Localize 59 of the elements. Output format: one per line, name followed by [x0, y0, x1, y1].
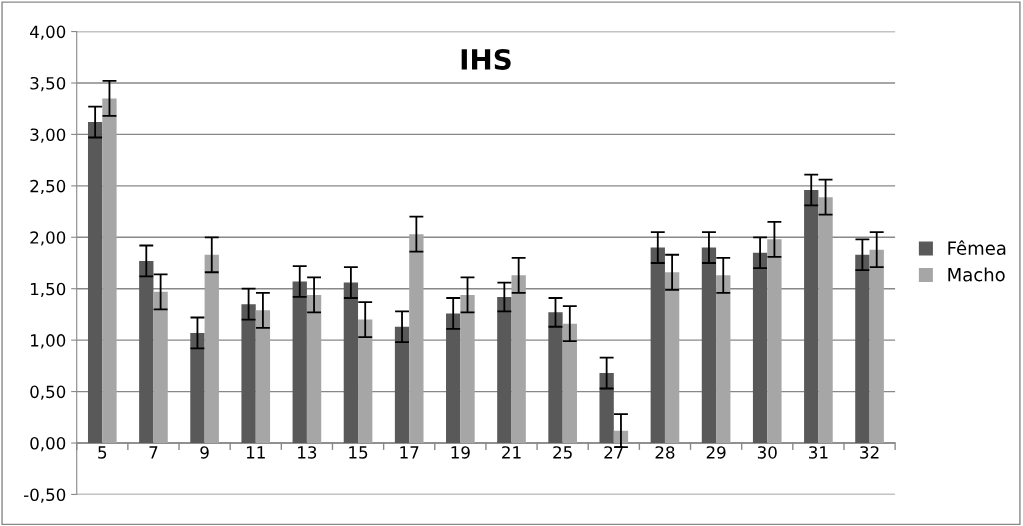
legend-label: Fêmea [948, 240, 1006, 255]
bar [752, 252, 768, 444]
bar [818, 197, 833, 444]
bar [241, 304, 256, 444]
y-tick-label: 0,00 [30, 436, 66, 452]
bar [306, 294, 322, 444]
bar [869, 249, 884, 444]
x-tick-label: 28 [655, 446, 675, 459]
y-tick-label: 4,00 [30, 25, 66, 40]
bar [650, 247, 665, 444]
x-tick-label: 25 [553, 446, 572, 459]
y-tick-label: 3,50 [30, 76, 66, 92]
y-tick-label: -0,50 [24, 488, 66, 503]
x-tick-label: 19 [451, 446, 470, 459]
text: IHS [461, 48, 511, 70]
x-tick-label: 13 [298, 446, 317, 459]
bar [548, 312, 563, 444]
bar [255, 310, 271, 444]
x-tick-label: 5 [98, 446, 107, 459]
bar [87, 122, 103, 444]
bar [153, 291, 168, 444]
x-tick-label: 15 [349, 446, 368, 459]
x-tick-label: 9 [200, 446, 209, 459]
x-tick-label: 32 [860, 446, 879, 459]
y-tick-label: 0,50 [30, 385, 66, 400]
bar [190, 332, 205, 444]
bar [139, 260, 154, 444]
y-tick-label: 2,50 [30, 179, 66, 195]
bar [562, 323, 577, 444]
bar [446, 313, 461, 444]
bar [204, 254, 219, 444]
bar [497, 296, 512, 444]
bar [511, 275, 526, 444]
y-tick-label: 1,00 [31, 334, 66, 349]
bar [804, 189, 819, 444]
bar [358, 319, 373, 444]
bar [855, 254, 870, 444]
x-tick-label: 7 [149, 446, 158, 459]
x-tick-label: 30 [757, 446, 777, 459]
x-tick-label: 31 [809, 446, 828, 459]
bar [292, 281, 307, 444]
bar [343, 282, 359, 444]
x-tick-label: 29 [706, 446, 726, 459]
bar [599, 373, 614, 444]
bar [409, 234, 424, 444]
x-tick-label: 17 [400, 446, 419, 459]
bar [701, 247, 717, 444]
y-tick-label: 2,00 [30, 231, 66, 246]
bar [460, 294, 475, 444]
x-tick-label: 21 [502, 446, 521, 459]
x-tick-label: 11 [246, 446, 265, 459]
y-tick-label: 3,00 [30, 128, 66, 143]
bar [102, 98, 117, 444]
legend-label: Macho [948, 267, 1005, 282]
bar [664, 272, 680, 444]
bar [767, 239, 782, 444]
bar [394, 326, 410, 444]
bar [716, 275, 731, 444]
y-tick-label: 1,50 [31, 282, 66, 297]
